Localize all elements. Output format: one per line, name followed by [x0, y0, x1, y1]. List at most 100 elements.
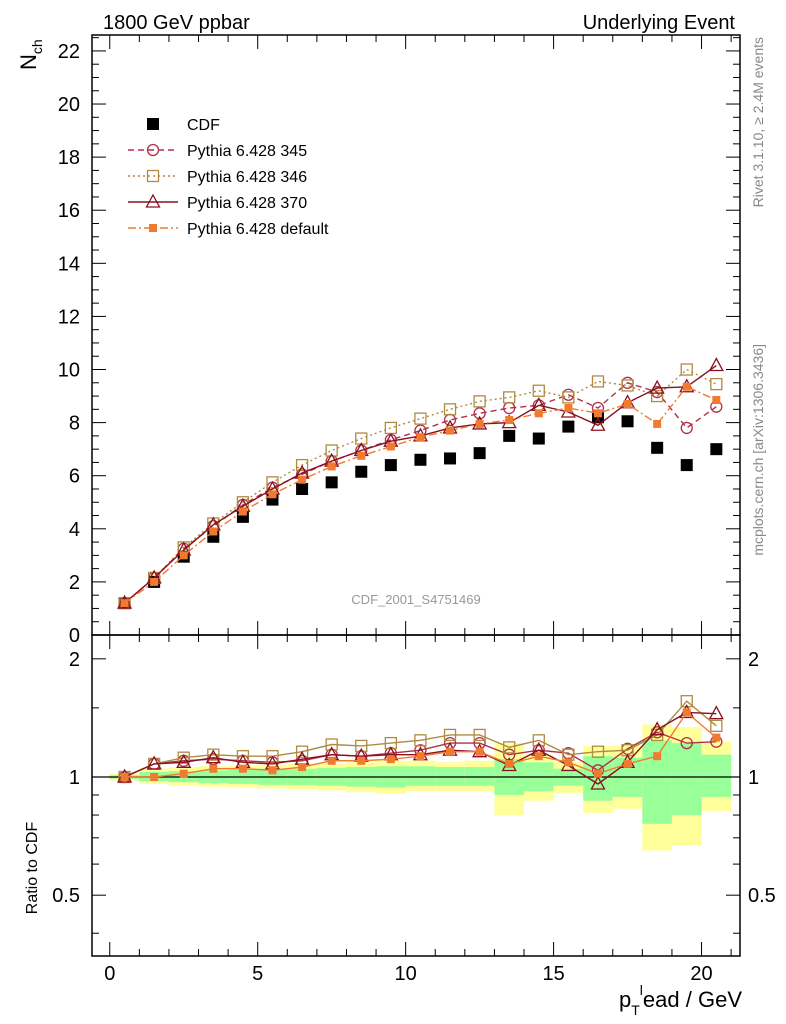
ratio-point-pdef: [268, 766, 277, 775]
ratio-point-p370: [146, 755, 162, 770]
ratio-point-pdef: [209, 764, 218, 773]
main-y-tick-label: 10: [58, 360, 80, 382]
main-y-axis-label: Nch: [16, 39, 45, 70]
main-point-pdef: [357, 451, 366, 460]
ratio-point-pdef: [238, 764, 247, 773]
main-y-tick-label: 20: [58, 94, 80, 116]
x-tick-label: 15: [542, 963, 564, 985]
main-y-tick-label: 18: [58, 147, 80, 169]
main-point-pdef: [712, 396, 721, 405]
main-y-axis-label-sub: ch: [29, 39, 45, 54]
main-y-tick-label: 12: [58, 306, 80, 328]
ratio-point-pdef: [475, 747, 484, 756]
event-type-title: Underlying Event: [583, 12, 736, 34]
main-point-p346: [414, 412, 427, 425]
ratio-y-tick-label-right: 2: [748, 649, 759, 671]
ratio-point-p346: [503, 741, 516, 754]
ratio-point-p346: [443, 728, 457, 742]
main-y-tick-label: 4: [69, 519, 80, 541]
legend-marker-pdef: [149, 224, 157, 232]
main-point-cdf: [680, 459, 693, 472]
x-tick-label: 20: [690, 963, 712, 985]
ratio-point-p346: [532, 734, 545, 747]
main-point-p346: [443, 403, 457, 416]
main-point-p345: [473, 407, 486, 420]
ratio-point-pdef: [534, 752, 543, 761]
main-point-cdf: [473, 447, 486, 460]
ratio-plot-frame: [91, 634, 741, 957]
ratio-y-tick-label: 0.5: [52, 885, 80, 907]
x-ticks: 0 5 10 15 20: [104, 35, 732, 985]
ratio-point-pdef: [120, 773, 129, 782]
main-point-pdef: [505, 415, 514, 424]
main-point-cdf: [503, 429, 516, 442]
ratio-y-tick-label: 2: [69, 649, 80, 671]
ratio-point-p346: [591, 745, 605, 758]
main-point-p370: [649, 379, 665, 394]
ratio-point-pdef: [446, 747, 455, 756]
main-point-p346: [266, 476, 279, 489]
main-point-p346: [680, 363, 693, 376]
main-series-group: [116, 357, 724, 610]
main-point-p346: [473, 395, 486, 408]
ratio-point-pdef: [298, 763, 307, 772]
main-point-pdef: [534, 409, 543, 418]
main-point-p346: [621, 379, 634, 392]
mcplots-reference-label: mcplots.cern.ch [arXiv:1306.3436]: [750, 344, 766, 556]
legend-marker-p346: [146, 169, 160, 183]
main-point-pdef: [682, 382, 691, 391]
analysis-id-label: CDF_2001_S4751469: [351, 592, 480, 607]
main-point-cdf: [414, 453, 427, 466]
main-y-axis-label-main: N: [16, 54, 41, 70]
legend-marker-p370: [145, 193, 161, 208]
main-point-cdf: [562, 420, 575, 433]
ratio-point-pdef: [564, 758, 573, 767]
main-y-ticks: 0 2 4 6 8 10 12 14 16 18 20 22: [58, 37, 740, 647]
main-point-pdef: [623, 400, 632, 409]
main-point-p346: [651, 389, 664, 403]
main-point-p346: [532, 384, 545, 397]
x-axis-label-sup: l: [640, 982, 643, 998]
main-point-cdf: [384, 459, 397, 472]
main-point-cdf: [325, 476, 338, 489]
legend-label-cdf: CDF: [187, 117, 220, 134]
ratio-point-p346: [177, 751, 190, 764]
main-point-cdf: [621, 415, 634, 428]
main-point-pdef: [150, 577, 159, 586]
ratio-point-pdef: [712, 733, 721, 742]
ratio-point-p345: [680, 736, 693, 750]
legend-label-pdef: Pythia 6.428 default: [187, 221, 329, 238]
ratio-point-p346: [710, 719, 723, 732]
legend-label-p370: Pythia 6.428 370: [187, 195, 307, 212]
ratio-point-p346: [355, 739, 368, 753]
ratio-point-p346: [473, 728, 486, 742]
ratio-line-p346: [124, 700, 717, 778]
main-point-pdef: [209, 527, 218, 536]
legend: CDF Pythia 6.428 345 Pythia 6.428 346 Pythi…: [128, 117, 329, 238]
ratio-point-p370: [649, 721, 665, 736]
x-axis-label-tail: ead / GeV: [643, 987, 742, 1012]
main-line-p346: [124, 368, 717, 604]
main-point-cdf: [296, 482, 309, 495]
legend-label-p345: Pythia 6.428 345: [187, 143, 307, 160]
x-tick-label: 10: [395, 963, 417, 985]
legend-marker-p345: [146, 143, 160, 157]
ratio-point-pdef: [623, 759, 632, 768]
ratio-point-pdef: [416, 752, 425, 761]
ratio-point-p370: [590, 775, 606, 790]
main-point-pdef: [653, 419, 662, 428]
main-y-tick-label: 6: [69, 466, 80, 488]
main-point-cdf: [355, 465, 368, 478]
collision-title: 1800 GeV ppbar: [103, 12, 250, 34]
main-point-pdef: [564, 404, 573, 413]
x-tick-label: 5: [252, 963, 263, 985]
main-point-pdef: [416, 433, 425, 442]
main-point-cdf: [532, 432, 545, 445]
main-point-pdef: [475, 419, 484, 428]
main-point-pdef: [268, 490, 277, 499]
ratio-point-pdef: [593, 769, 602, 778]
ratio-point-p346: [207, 748, 220, 761]
main-point-pdef: [298, 475, 307, 484]
ratio-point-pdef: [150, 773, 159, 782]
